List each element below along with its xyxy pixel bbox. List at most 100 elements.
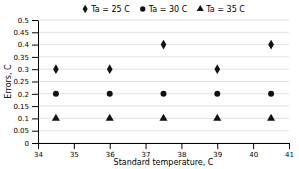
tick: 38 xyxy=(177,143,186,159)
point xyxy=(213,114,221,121)
series xyxy=(52,114,275,121)
tick-label: 0.45 xyxy=(13,29,29,37)
grid-line xyxy=(38,143,289,144)
tick: 37 xyxy=(142,143,151,159)
tick-mark xyxy=(146,143,147,149)
tick-mark xyxy=(32,32,38,33)
tick-label: 0.2 xyxy=(18,91,29,99)
point xyxy=(53,91,59,97)
tick-mark xyxy=(32,69,38,70)
tick-mark xyxy=(217,143,218,149)
tick: 0.45 xyxy=(13,29,38,37)
tick-mark xyxy=(32,106,38,107)
tick: 0.4 xyxy=(18,41,38,49)
tick-label: 0.25 xyxy=(13,78,29,86)
tick-mark xyxy=(32,131,38,132)
point xyxy=(159,114,167,121)
tick-label: 0 xyxy=(25,140,29,148)
grid-line xyxy=(38,56,289,57)
tick-mark xyxy=(32,118,38,119)
tick: 40 xyxy=(249,143,258,159)
tick-mark xyxy=(289,143,290,149)
legend-label: Ta = 35 C xyxy=(205,5,245,14)
tick-mark xyxy=(32,94,38,95)
tick-label: 0.5 xyxy=(18,17,29,25)
grid-line xyxy=(38,20,289,21)
point xyxy=(106,114,114,121)
legend-label: Ta = 30 C xyxy=(148,5,188,14)
tick: 41 xyxy=(285,143,294,159)
tick-mark xyxy=(32,20,38,21)
legend-item: Ta = 35 C xyxy=(197,5,246,14)
grid-line xyxy=(38,32,289,33)
marks xyxy=(52,40,275,121)
tick: 0.25 xyxy=(13,78,38,86)
grid-line xyxy=(38,106,289,107)
tick-mark xyxy=(74,143,75,149)
point xyxy=(268,91,274,97)
tick-mark xyxy=(38,143,39,149)
tick: 35 xyxy=(70,143,79,159)
grid-line xyxy=(38,81,289,82)
point xyxy=(268,40,274,50)
legend-symbol xyxy=(83,5,88,14)
point xyxy=(53,64,59,74)
chart: 34 35 36 37 38 39 40 41 0 0.05 0.1 0.15 0.2 0.25 0.3 0.… xyxy=(0,0,299,169)
tick-label: 0.15 xyxy=(13,103,29,111)
tick-mark xyxy=(110,143,111,149)
tick-label: 0.3 xyxy=(18,66,29,74)
grid-line xyxy=(38,69,289,70)
tick: 0.35 xyxy=(13,54,38,62)
point xyxy=(161,91,167,97)
tick: 36 xyxy=(106,143,115,159)
tick-label: 0.4 xyxy=(18,41,30,49)
point xyxy=(107,91,113,97)
tick-mark xyxy=(253,143,254,149)
tick: 0.1 xyxy=(18,115,38,123)
tick-label: 0.1 xyxy=(18,115,29,123)
tick-label: 35 xyxy=(70,151,79,159)
tick-label: 34 xyxy=(34,151,43,159)
tick: 39 xyxy=(213,143,222,159)
point xyxy=(52,114,60,121)
tick: 0 xyxy=(25,140,38,148)
point xyxy=(214,64,220,74)
tick: 0.2 xyxy=(18,91,38,99)
series xyxy=(53,91,274,97)
tick-mark xyxy=(32,45,38,46)
tick: 0.3 xyxy=(18,66,38,74)
tick: 0.15 xyxy=(13,103,38,111)
grid-line xyxy=(38,130,289,131)
point xyxy=(267,114,275,121)
y-axis-title: Errors, C xyxy=(4,64,13,99)
series xyxy=(53,40,274,74)
tick-label: 41 xyxy=(285,151,294,159)
legend-item: Ta = 30 C xyxy=(140,5,188,14)
tick: 0.5 xyxy=(18,17,38,25)
point xyxy=(214,91,220,97)
tick-mark xyxy=(181,143,182,149)
tick-label: 39 xyxy=(213,151,222,159)
legend-item: Ta = 25 C xyxy=(83,5,130,14)
plot: 34 35 36 37 38 39 40 41 0 0.05 0.1 0.15 0.2 0.25 0.3 0.… xyxy=(13,17,294,159)
tick-mark xyxy=(32,82,38,83)
legend-label: Ta = 25 C xyxy=(90,5,130,14)
tick: 0.05 xyxy=(13,127,38,135)
tick-mark xyxy=(32,57,38,58)
tick-label: 0.05 xyxy=(13,127,29,135)
grid xyxy=(38,20,289,143)
y-axis: 0 0.05 0.1 0.15 0.2 0.25 0.3 0.35 0.4 0.45 0.5 xyxy=(13,17,38,148)
tick-label: 40 xyxy=(249,151,258,159)
tick-label: 0.35 xyxy=(13,54,29,62)
tick-mark xyxy=(32,143,38,144)
x-axis: 34 35 36 37 38 39 40 41 xyxy=(34,143,294,159)
legend-symbol xyxy=(197,5,204,11)
x-axis-title: Standard temperature, C xyxy=(114,158,214,167)
tick: 34 xyxy=(34,143,43,159)
axis-domain xyxy=(38,21,39,144)
axis-domain xyxy=(39,143,290,144)
legend-symbol xyxy=(140,6,145,11)
point xyxy=(107,64,113,74)
legend: Ta = 25 C Ta = 30 C Ta = 35 C xyxy=(83,5,246,14)
point xyxy=(161,40,167,50)
